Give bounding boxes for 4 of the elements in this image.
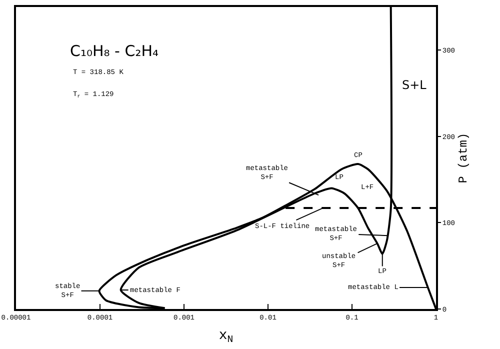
y-axis-title: P (atm) <box>456 132 470 184</box>
annotation: S+L <box>402 78 427 92</box>
x-axis-title: x$_{N}$ <box>218 328 234 346</box>
text: C₁₀H₈ - C₂H₄ <box>70 42 159 60</box>
